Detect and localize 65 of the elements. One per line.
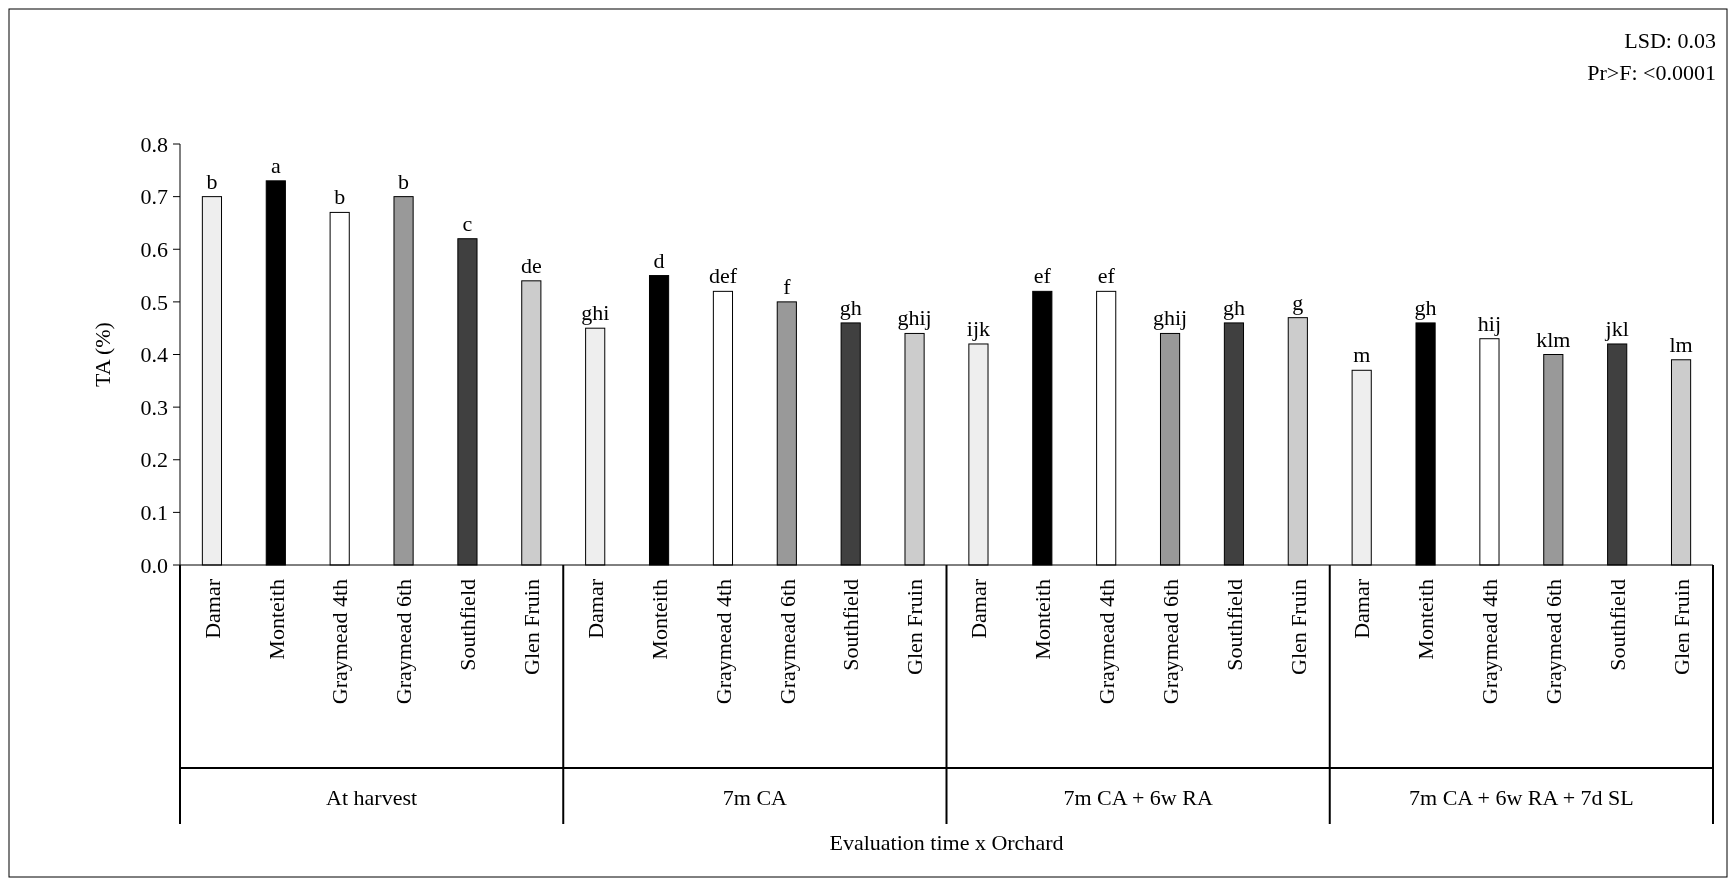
- data-label: c: [462, 210, 473, 236]
- data-label: hij: [1477, 310, 1502, 336]
- data-label: d: [653, 247, 665, 273]
- data-label: klm: [1536, 326, 1571, 352]
- x-tick-label: Glen Fruin: [902, 579, 928, 675]
- data-label: ef: [1097, 263, 1116, 289]
- y-tick-label: 0.3: [140, 394, 168, 420]
- data-label: ghij: [1152, 305, 1188, 331]
- data-label: ghi: [581, 300, 610, 326]
- x-tick-label: Damar: [966, 578, 992, 639]
- y-tick-label: 0.0: [140, 552, 168, 578]
- x-tick-label: Southfield: [1604, 579, 1630, 671]
- x-tick-label: Graymead 4th: [710, 579, 736, 705]
- text: LSD: 0.03: [1624, 28, 1716, 53]
- x-tick-label: Monteith: [1413, 579, 1439, 660]
- y-tick-label: 0.2: [140, 447, 168, 473]
- x-tick-label: Damar: [199, 578, 225, 639]
- x-tick-label: Graymead 6th: [774, 579, 800, 705]
- y-tick-label: 0.5: [140, 289, 168, 315]
- x-tick-label: Glen Fruin: [1285, 579, 1311, 675]
- x-tick-label: Glen Fruin: [519, 579, 545, 675]
- y-tick-label: 0.4: [140, 342, 168, 368]
- data-label: lm: [1669, 331, 1693, 357]
- x-tick-label: Southfield: [455, 579, 481, 671]
- x-tick-label: Glen Fruin: [1668, 579, 1694, 675]
- x-tick-label: Southfield: [838, 579, 864, 671]
- text: 7m CA: [722, 785, 788, 810]
- data-label: de: [520, 252, 542, 278]
- y-tick-label: 0.8: [140, 131, 168, 157]
- data-label: ijk: [966, 315, 991, 341]
- x-tick-label: Graymead 4th: [1093, 579, 1119, 705]
- y-tick-label: 0.1: [140, 500, 168, 526]
- text: Evaluation time x Orchard: [829, 830, 1064, 855]
- y-tick-label: 0.7: [140, 184, 168, 210]
- data-label: ef: [1033, 263, 1052, 289]
- x-tick-label: Damar: [582, 578, 608, 639]
- data-label: b: [334, 184, 346, 210]
- text: 7m CA + 6w RA + 7d SL: [1409, 785, 1634, 810]
- data-label: g: [1292, 289, 1304, 315]
- x-tick-label: Monteith: [263, 579, 289, 660]
- data-label: f: [783, 273, 792, 299]
- x-tick-label: Graymead 4th: [1477, 579, 1503, 705]
- data-label: ghij: [897, 305, 932, 331]
- data-label: gh: [1222, 294, 1245, 320]
- x-tick-label: Monteith: [646, 579, 672, 660]
- data-label: gh: [839, 294, 862, 320]
- data-label: b: [206, 168, 218, 194]
- x-tick-label: Graymead 6th: [391, 579, 417, 705]
- x-tick-label: Monteith: [1030, 579, 1056, 660]
- data-label: gh: [1414, 294, 1437, 320]
- text: Pr>F: <0.0001: [1587, 60, 1716, 85]
- y-axis-title: TA (%): [90, 322, 115, 387]
- x-tick-label: Damar: [1349, 578, 1375, 639]
- x-tick-label: Graymead 6th: [1541, 579, 1567, 705]
- data-label: b: [398, 168, 410, 194]
- text: 7m CA + 6w RA: [1063, 785, 1213, 810]
- data-label: def: [708, 263, 738, 289]
- x-tick-label: Graymead 6th: [1157, 579, 1183, 705]
- text: At harvest: [326, 785, 418, 810]
- data-label: m: [1353, 342, 1371, 368]
- x-tick-label: Southfield: [1221, 579, 1247, 671]
- y-tick-label: 0.6: [140, 236, 168, 262]
- data-label: a: [270, 152, 281, 178]
- x-tick-label: Graymead 4th: [327, 579, 353, 705]
- data-label: jkl: [1604, 315, 1629, 341]
